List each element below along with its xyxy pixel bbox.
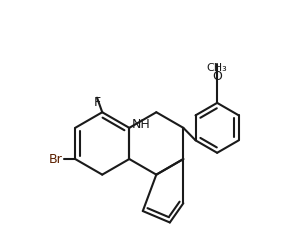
Text: CH₃: CH₃ <box>207 63 228 73</box>
Text: Br: Br <box>49 152 63 166</box>
Text: F: F <box>93 96 101 109</box>
Text: O: O <box>212 70 222 83</box>
Text: NH: NH <box>131 118 150 131</box>
